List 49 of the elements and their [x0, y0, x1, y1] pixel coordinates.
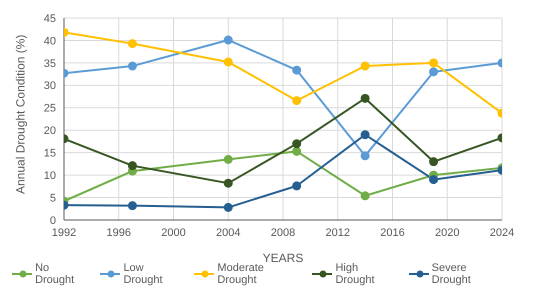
y-tick-label: 0: [50, 214, 56, 227]
y-tick-label: 15: [44, 148, 56, 160]
point: [429, 175, 438, 184]
point: [292, 146, 302, 156]
x-tick-label: 2024: [490, 226, 514, 239]
point: [224, 57, 233, 66]
point: [360, 191, 370, 200]
y-tick-label: 35: [44, 58, 56, 70]
point: [429, 157, 438, 166]
x-tick-label: 2008: [270, 226, 296, 239]
point: [360, 62, 370, 71]
point: [429, 58, 438, 68]
point: [224, 154, 233, 164]
legend-label: No Drought: [34, 262, 76, 286]
x-tick-label: 2012: [326, 226, 350, 239]
x-tick-label: 1992: [52, 226, 76, 239]
point: [128, 39, 137, 48]
point: [128, 201, 137, 210]
y-tick-label: 30: [44, 80, 56, 92]
point: [360, 151, 370, 160]
y-tick-label: 10: [44, 170, 56, 182]
x-tick-label: 2000: [161, 226, 186, 239]
point: [292, 66, 302, 75]
point: [292, 181, 302, 190]
point: [224, 178, 233, 188]
y-axis-title: Annual Drought Condition (%): [13, 34, 28, 194]
point: [128, 62, 137, 71]
legend-label: High Drought: [334, 262, 376, 286]
y-tick-label: 20: [44, 125, 56, 138]
y-tick-label: 25: [44, 102, 56, 115]
point: [224, 202, 233, 212]
point: [292, 96, 302, 106]
y-tick-label: 45: [44, 12, 56, 25]
x-tick-label: 1996: [106, 226, 131, 239]
point: [360, 94, 370, 103]
legend-label: Moderate Drought: [216, 262, 264, 286]
point: [292, 139, 302, 148]
x-tick-label: 2004: [216, 226, 240, 239]
y-tick-label: 5: [50, 192, 56, 204]
point: [224, 35, 233, 44]
legend-label: Low Drought: [122, 262, 164, 286]
point: [360, 130, 370, 140]
point: [429, 67, 438, 76]
x-tick-label: 2016: [380, 226, 405, 239]
x-tick-label: 2020: [435, 226, 460, 239]
point: [128, 161, 137, 170]
y-tick-label: 40: [44, 35, 56, 48]
x-axis-title: YEARS: [262, 251, 304, 265]
legend-label: Severe Drought: [430, 262, 472, 286]
